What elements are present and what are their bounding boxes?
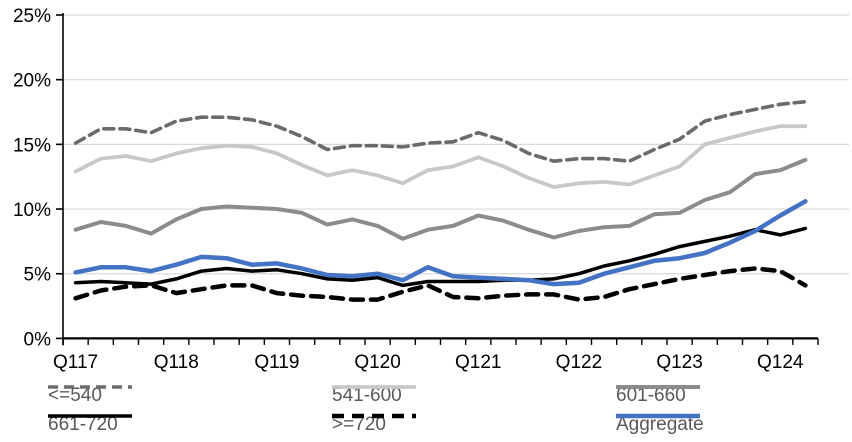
- x-tick-label-Q124: Q124: [757, 352, 804, 373]
- legend-item-ge720: >=720: [332, 412, 416, 438]
- series-line->=720: [73, 266, 808, 302]
- y-tick-label-10: 10%: [13, 200, 51, 221]
- legend-line-541-600: [332, 385, 416, 389]
- y-tick-label-25: 25%: [13, 6, 51, 27]
- legend-line-aggregate: [616, 413, 700, 419]
- legend-line-ge720: [332, 413, 416, 419]
- legend-line-601-660: [616, 385, 700, 389]
- series-line-541-600: [73, 124, 808, 189]
- x-tick-label-Q118: Q118: [154, 352, 199, 373]
- legend-label-541-600: 541-600: [332, 385, 402, 406]
- y-tick-label-0: 0%: [24, 329, 52, 350]
- legend-label-aggregate: Aggregate: [616, 414, 704, 435]
- y-tick-label-15: 15%: [13, 135, 51, 156]
- x-tick-label-Q119: Q119: [254, 352, 299, 373]
- x-tick-label-Q120: Q120: [354, 352, 400, 373]
- x-tick-label-Q117: Q117: [53, 352, 98, 373]
- series-line-661-720: [73, 226, 808, 288]
- legend-item-541-600: 541-600: [332, 383, 416, 409]
- x-tick-label-Q121: Q121: [455, 352, 501, 373]
- legend-item-661-720: 661-720: [48, 412, 132, 438]
- legend-label-le540: <=540: [48, 385, 102, 406]
- legend-line-661-720: [48, 414, 132, 418]
- x-tick-label-Q122: Q122: [556, 352, 602, 373]
- legend-item-le540: <=540: [48, 383, 132, 409]
- series-line-<=540: [73, 99, 808, 163]
- legend-label-601-660: 601-660: [616, 385, 686, 406]
- y-tick-label-20: 20%: [13, 71, 51, 92]
- y-tick-label-5: 5%: [24, 265, 52, 286]
- legend-item-601-660: 601-660: [616, 383, 700, 409]
- x-tick-label-Q123: Q123: [656, 352, 702, 373]
- legend-item-aggregate: Aggregate: [616, 412, 704, 438]
- series-line-Aggregate: [73, 199, 808, 287]
- series-line-601-660: [73, 157, 808, 241]
- legend-label-ge720: >=720: [332, 414, 386, 435]
- legend-label-661-720: 661-720: [48, 414, 118, 435]
- legend-line-le540: [48, 385, 132, 389]
